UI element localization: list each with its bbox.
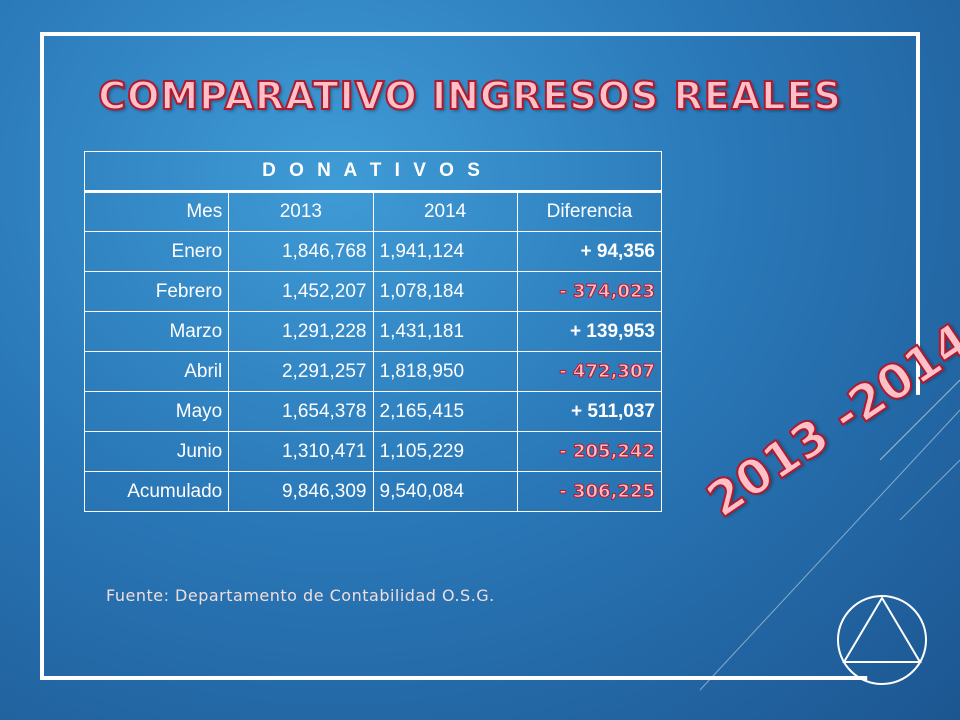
cell-2013: 1,452,207 [228, 271, 374, 312]
cell-2014: 1,078,184 [372, 271, 518, 312]
cell-2013: 1,291,228 [228, 311, 374, 352]
cell-2014: 1,941,124 [372, 231, 518, 272]
group-header-cell: D O N A T I V O S [84, 151, 662, 193]
col-header-mes: Mes [83, 191, 230, 232]
cell-2013: 9,846,309 [228, 471, 374, 512]
cell-2014: 1,105,229 [372, 431, 518, 472]
table-row: Marzo 1,291,228 1,431,181 + 139,953 [83, 311, 663, 352]
cell-2014: 1,818,950 [372, 351, 518, 392]
cell-diferencia: + 511,037 [516, 391, 663, 432]
cell-2013: 1,846,768 [228, 231, 374, 272]
slide-frame [40, 32, 920, 680]
circle-triangle-icon [837, 595, 927, 685]
table-row: Abril 2,291,257 1,818,950 - 472,307 [83, 351, 663, 392]
cell-mes: Junio [83, 431, 230, 472]
cell-2014: 2,165,415 [372, 391, 518, 432]
col-header-diferencia: Diferencia [516, 191, 663, 232]
cell-mes: Acumulado [83, 471, 230, 512]
cell-mes: Abril [83, 351, 230, 392]
cell-2013: 1,654,378 [228, 391, 374, 432]
donations-table: D O N A T I V O S Mes 2013 2014 Diferenc… [83, 151, 663, 512]
cell-2014: 9,540,084 [372, 471, 518, 512]
cell-diferencia: - 472,307 [516, 351, 663, 392]
table-row: Junio 1,310,471 1,105,229 - 205,242 [83, 431, 663, 472]
col-header-2014: 2014 [372, 191, 518, 232]
table-row-total: Acumulado 9,846,309 9,540,084 - 306,225 [83, 471, 663, 512]
cell-diferencia: + 94,356 [516, 231, 663, 272]
table-row: Febrero 1,452,207 1,078,184 - 374,023 [83, 271, 663, 312]
cell-2013: 2,291,257 [228, 351, 374, 392]
cell-2013: 1,310,471 [228, 431, 374, 472]
source-note: Fuente: Departamento de Contabilidad O.S… [106, 586, 495, 605]
cell-diferencia: - 374,023 [516, 271, 663, 312]
table-row: Enero 1,846,768 1,941,124 + 94,356 [83, 231, 663, 272]
col-header-2013: 2013 [228, 191, 374, 232]
cell-mes: Mayo [83, 391, 230, 432]
cell-diferencia: - 306,225 [516, 471, 663, 512]
cell-2014: 1,431,181 [372, 311, 518, 352]
cell-diferencia: + 139,953 [516, 311, 663, 352]
table-group-header: D O N A T I V O S [84, 151, 662, 193]
cell-diferencia: - 205,242 [516, 431, 663, 472]
table-row: Mayo 1,654,378 2,165,415 + 511,037 [83, 391, 663, 432]
cell-mes: Marzo [83, 311, 230, 352]
cell-mes: Enero [83, 231, 230, 272]
slide-title: COMPARATIVO INGRESOS REALES [97, 73, 842, 119]
table-header-row: Mes 2013 2014 Diferencia [83, 191, 663, 232]
cell-mes: Febrero [83, 271, 230, 312]
